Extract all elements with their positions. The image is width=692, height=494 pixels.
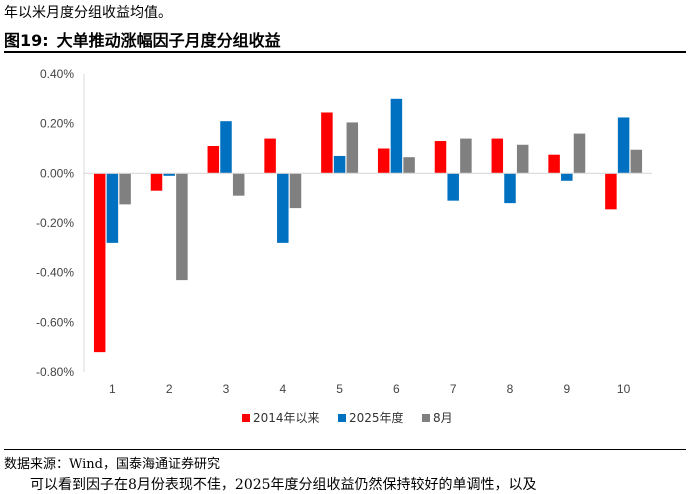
x-tick-label: 4 — [279, 382, 286, 396]
bar — [548, 154, 560, 174]
source-rule — [4, 449, 686, 450]
bar — [573, 133, 586, 174]
figure-title: 图19: 大单推动涨幅因子月度分组收益 — [4, 27, 281, 51]
bar — [516, 144, 529, 174]
bar — [403, 157, 415, 174]
bar — [119, 173, 131, 205]
bar-chart: 0.40% 0.20% 0.00% -0.20% -0.40% -0.60% -0.80% 1… — [36, 67, 652, 425]
bar — [630, 149, 643, 174]
x-tick-label: 2 — [166, 382, 173, 396]
x-tick-label: 10 — [617, 382, 631, 396]
legend-swatch — [422, 414, 430, 422]
legend-swatch — [338, 414, 346, 422]
bar — [220, 121, 232, 174]
legend-label: 8月 — [433, 411, 453, 425]
bar — [176, 173, 188, 281]
x-tick-label: 8 — [507, 382, 514, 396]
footer-text: 可以看到因子在8月份表现不佳，2025年度分组收益仍然保持较好的单调性，以及 — [30, 477, 537, 493]
figure-title-text: 大单推动涨幅因子月度分组收益 — [56, 31, 281, 50]
legend-label: 2014年以来 — [253, 411, 320, 425]
y-tick-label: -0.20% — [36, 216, 74, 230]
bar — [447, 173, 459, 201]
bar — [150, 173, 163, 191]
bar — [605, 173, 617, 210]
bar — [561, 173, 573, 181]
x-tick-label: 5 — [336, 382, 343, 396]
legend-label: 2025年度 — [349, 410, 404, 425]
bar — [93, 173, 106, 353]
top-text: 年以米月度分组收益均值。 — [4, 5, 172, 21]
x-tick-label: 1 — [109, 382, 116, 396]
bar — [390, 98, 403, 174]
bar — [264, 138, 276, 174]
bar — [460, 138, 472, 174]
bar — [491, 138, 504, 174]
bar — [163, 173, 175, 176]
bar — [106, 173, 119, 243]
x-tick-label: 7 — [450, 382, 457, 396]
y-tick-label: 0.20% — [40, 117, 74, 131]
y-tick-label: 0.00% — [40, 166, 74, 180]
legend-swatch — [242, 414, 250, 422]
y-tick-label: -0.40% — [36, 266, 74, 280]
bar — [346, 122, 359, 174]
bar — [504, 173, 516, 204]
bar — [277, 173, 289, 243]
bar — [617, 117, 630, 174]
y-tick-label: 0.40% — [40, 67, 74, 81]
bar — [377, 148, 390, 174]
source-note: 数据来源：Wind，国泰海通证券研究 — [4, 457, 220, 472]
y-tick-label: -0.80% — [36, 365, 74, 379]
title-rule — [4, 51, 686, 53]
bar — [434, 141, 447, 174]
bar — [289, 173, 302, 209]
x-tick-label: 3 — [223, 382, 230, 396]
y-tick-label: -0.60% — [36, 315, 74, 329]
figure-number: 图19: — [4, 31, 49, 50]
bar — [207, 146, 220, 174]
bar — [321, 112, 333, 174]
x-tick-label: 9 — [563, 382, 570, 396]
x-tick-label: 6 — [393, 382, 400, 396]
bar — [232, 173, 245, 196]
bar — [333, 155, 346, 174]
